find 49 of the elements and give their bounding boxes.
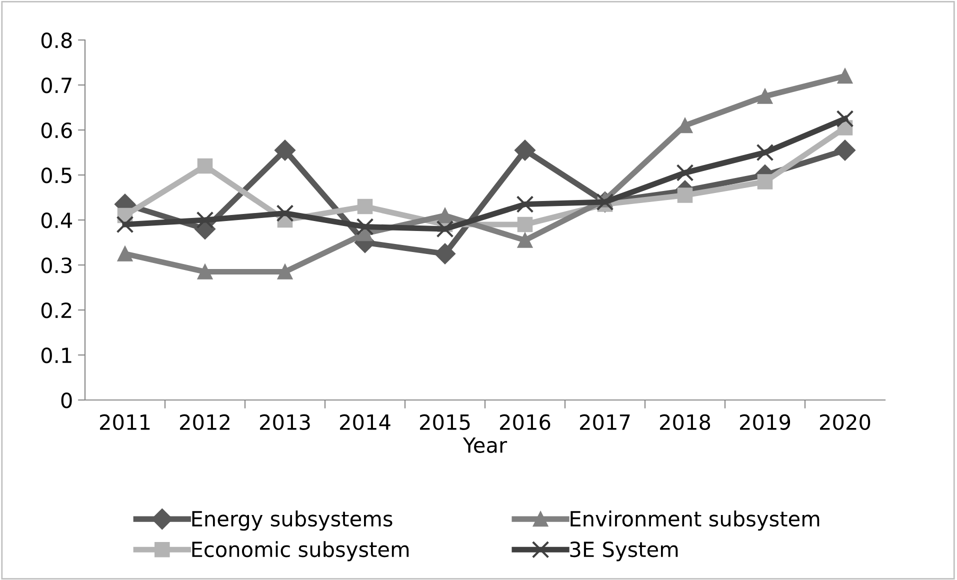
y-tick-label: 0.6: [41, 122, 72, 138]
point: [514, 140, 536, 161]
point: [517, 216, 533, 232]
x-tick-label: 2017: [580, 414, 630, 430]
point: [756, 144, 774, 162]
point: [757, 174, 773, 190]
point: [516, 196, 534, 213]
point: [434, 243, 456, 264]
legend-label: 3E System: [570, 541, 678, 562]
x-tick-label: 2011: [100, 414, 150, 430]
point: [196, 211, 214, 229]
legend-label: Environment subsystem: [570, 510, 820, 531]
x-tick-label: 2013: [260, 414, 310, 430]
x-tick-label: 2012: [180, 414, 230, 430]
point: [117, 246, 133, 262]
point: [197, 158, 213, 174]
point: [116, 216, 134, 234]
x-tick-label: 2014: [340, 414, 390, 430]
legend-label: Economic subsystem: [192, 541, 409, 562]
y-tick-label: 0: [61, 392, 72, 408]
x-tick-label: 2015: [420, 414, 470, 430]
x-axis-title: Year: [462, 437, 508, 453]
y-tick-label: 0.5: [41, 167, 72, 184]
point: [834, 140, 856, 161]
x-tick-label: 2018: [660, 414, 710, 430]
point: [676, 164, 694, 182]
x-tick-label: 2020: [820, 414, 870, 430]
point: [276, 204, 294, 222]
y-tick-label: 0.3: [41, 257, 72, 274]
legend-label: Energy subsystems: [192, 510, 392, 531]
y-tick-label: 0.8: [41, 32, 72, 48]
point: [677, 188, 693, 203]
x-tick-label: 2016: [500, 414, 550, 430]
point: [837, 68, 853, 84]
y-tick-label: 0.4: [41, 212, 72, 228]
point: [277, 264, 293, 280]
point: [836, 110, 854, 128]
y-tick-label: 0.2: [41, 302, 72, 318]
point: [356, 218, 374, 236]
point: [197, 264, 213, 280]
point: [437, 208, 453, 224]
point: [517, 232, 533, 248]
point: [436, 220, 454, 238]
y-tick-label: 0.7: [41, 77, 72, 94]
x-tick-label: 2019: [740, 414, 790, 430]
y-tick-label: 0.1: [41, 347, 72, 364]
point: [757, 88, 773, 104]
point: [357, 198, 373, 214]
point: [274, 140, 296, 161]
